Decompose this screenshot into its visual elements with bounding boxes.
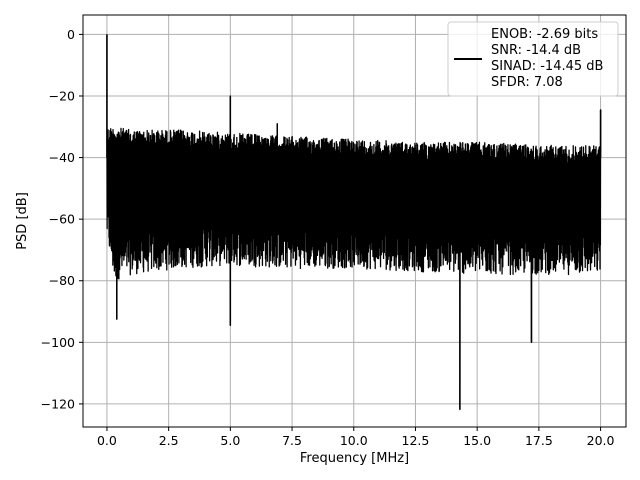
legend-snr: SNR: -14.4 dB: [491, 43, 581, 58]
x-tick-label: 5.0: [220, 433, 240, 448]
y-tick-label: −20: [49, 88, 75, 103]
legend-enob: ENOB: -2.69 bits: [491, 27, 598, 42]
x-axis: 0.0 2.5 5.0 7.5 10.0 12.5 15.0 17.5 20.0: [97, 427, 615, 448]
legend-sinad: SINAD: -14.45 dB: [491, 59, 603, 74]
y-tick-label: −60: [49, 212, 75, 227]
legend: ENOB: -2.69 bits SNR: -14.4 dB SINAD: -1…: [447, 21, 619, 97]
plot-frame: [82, 14, 627, 428]
x-tick-label: 7.5: [282, 433, 302, 448]
x-axis-label: Frequency [MHz]: [300, 451, 409, 466]
y-tick-label: −80: [49, 273, 75, 288]
psd-trace: [106, 34, 602, 411]
y-tick-label: −120: [41, 396, 75, 411]
x-tick-label: 0.0: [97, 433, 117, 448]
x-tick-label: 2.5: [159, 433, 179, 448]
x-tick-label: 12.5: [402, 433, 430, 448]
y-tick-label: −100: [41, 335, 75, 350]
legend-box: [447, 21, 619, 97]
x-tick-label: 10.0: [340, 433, 368, 448]
legend-sfdr: SFDR: 7.08: [491, 75, 563, 90]
x-tick-label: 17.5: [525, 433, 553, 448]
y-axis-label: PSD [dB]: [15, 192, 30, 250]
y-tick-label: −40: [49, 150, 75, 165]
y-tick-label: 0: [67, 27, 75, 42]
x-tick-label: 15.0: [463, 433, 491, 448]
psd-line: [106, 34, 602, 411]
y-axis: 0 −20 −40 −60 −80 −100 −120: [41, 27, 83, 411]
x-tick-label: 20.0: [587, 433, 615, 448]
